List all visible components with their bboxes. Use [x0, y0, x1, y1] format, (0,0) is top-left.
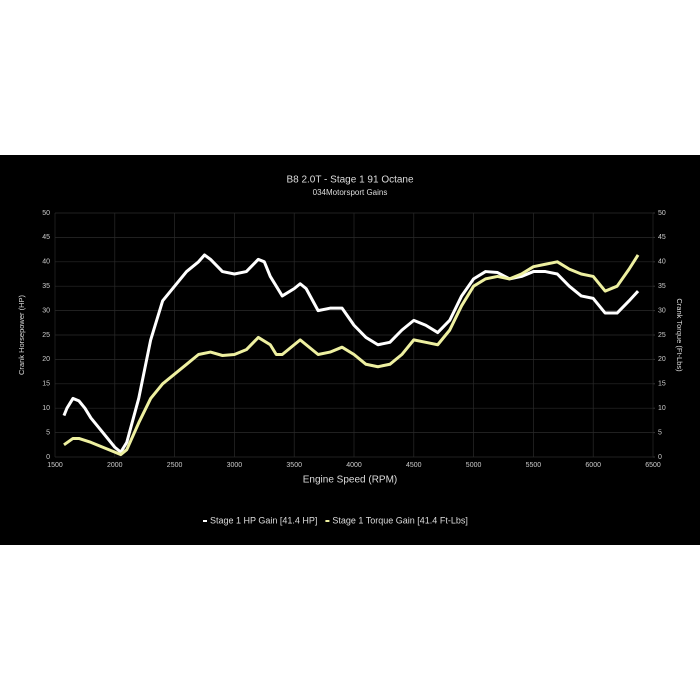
y-tick-label: 5	[46, 429, 50, 436]
chart-title: B8 2.0T - Stage 1 91 Octane	[286, 175, 414, 186]
y2-tick-label: 0	[658, 454, 662, 461]
x-tick-label: 2500	[167, 462, 183, 469]
x-tick-label: 4500	[406, 462, 422, 469]
x-tick-label: 3000	[227, 462, 243, 469]
x-tick-label: 4000	[346, 462, 362, 469]
chart-background	[0, 155, 700, 545]
x-axis-label: Engine Speed (RPM)	[303, 475, 398, 486]
y2-tick-label: 30	[658, 307, 666, 314]
y-tick-label: 0	[46, 454, 50, 461]
x-tick-label: 6500	[645, 462, 661, 469]
y-tick-label: 35	[42, 283, 50, 290]
chart-subtitle: 034Motorsport Gains	[313, 188, 388, 197]
legend-label: Stage 1 HP Gain [41.4 HP]	[210, 515, 317, 525]
y2-tick-label: 40	[658, 259, 666, 266]
y-tick-label: 50	[42, 210, 50, 217]
y2-tick-label: 50	[658, 210, 666, 217]
y-tick-label: 40	[42, 259, 50, 266]
y-tick-label: 45	[42, 234, 50, 241]
data-line	[63, 254, 640, 457]
y2-tick-label: 25	[658, 332, 666, 339]
y-tick-label: 30	[42, 307, 50, 314]
y2-tick-label: 45	[658, 234, 666, 241]
y2-tick-label: 35	[658, 283, 666, 290]
data-line	[62, 253, 640, 454]
y2-tick-label: 20	[658, 356, 666, 363]
legend-label: Stage 1 Torque Gain [41.4 Ft-Lbs]	[332, 515, 467, 525]
y-tick-label: 20	[42, 356, 50, 363]
x-tick-label: 2000	[107, 462, 123, 469]
y-tick-label: 25	[42, 332, 50, 339]
x-tick-label: 1500	[47, 462, 63, 469]
y-axis-label: Crank Horsepower (HP)	[17, 294, 26, 375]
x-tick-label: 6000	[585, 462, 601, 469]
x-tick-label: 5500	[526, 462, 542, 469]
x-tick-label: 3500	[286, 462, 302, 469]
y-tick-label: 15	[42, 381, 50, 388]
y2-tick-label: 15	[658, 381, 666, 388]
y2-axis-label: Crank Torque (Ft-Lbs)	[675, 298, 684, 372]
x-tick-label: 5000	[466, 462, 482, 469]
y2-tick-label: 5	[658, 429, 662, 436]
y2-tick-label: 10	[658, 405, 666, 412]
y-tick-label: 10	[42, 405, 50, 412]
